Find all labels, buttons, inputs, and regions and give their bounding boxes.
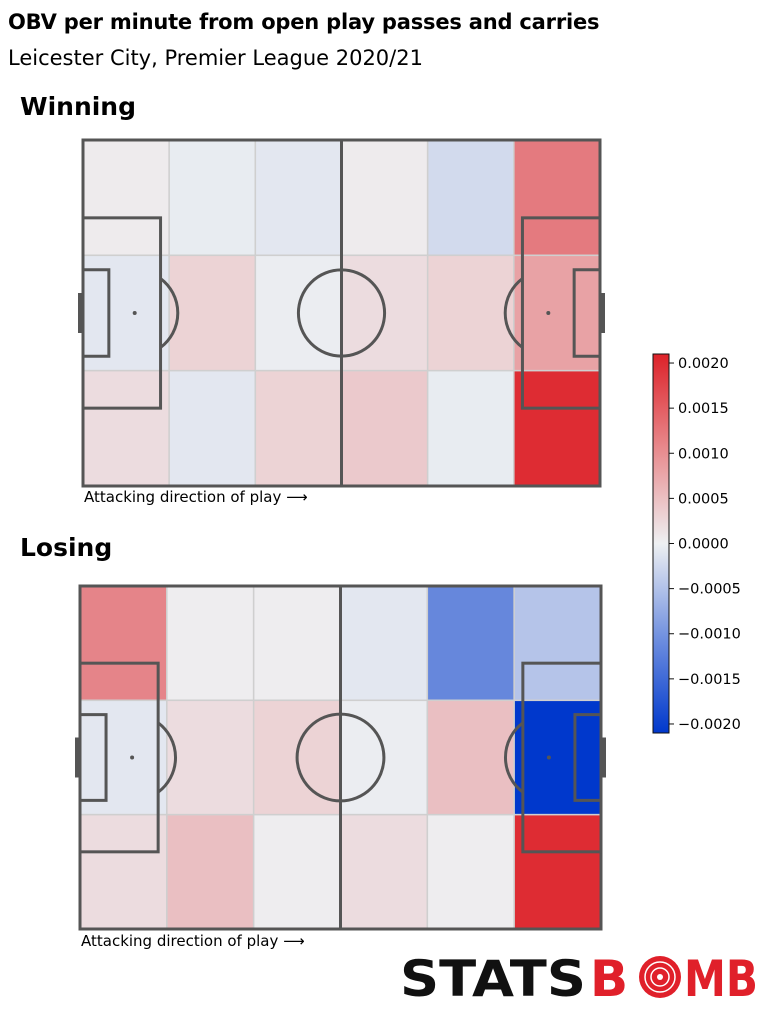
centre-circle	[296, 268, 387, 358]
heatmap-cell	[340, 369, 429, 487]
heatmap-cell	[252, 585, 342, 702]
goal	[75, 737, 80, 778]
heatmap-cell	[426, 139, 515, 257]
pitch-losing	[75, 584, 606, 931]
statsbomb-logo: STATS B MB	[400, 950, 758, 1008]
penalty-spot	[132, 311, 137, 315]
chart-subtitle: Leicester City, Premier League 2020/21	[8, 46, 423, 70]
heatmap-cell	[340, 139, 429, 257]
direction-label-winning: Attacking direction of play ⟶	[84, 488, 308, 506]
svg-text:MB: MB	[684, 950, 758, 1008]
colorbar-gradient	[652, 353, 670, 734]
goal	[78, 293, 83, 333]
colorbar-tick-label: −0.0020	[678, 717, 741, 733]
goal	[601, 737, 606, 778]
heatmap-cell	[254, 369, 343, 487]
chart-title: OBV per minute from open play passes and…	[8, 10, 600, 34]
heatmap-cell	[426, 254, 515, 372]
heatmap-cell	[252, 813, 342, 930]
heatmap-cell	[82, 369, 170, 487]
heatmap-cell	[82, 254, 170, 372]
centre-circle	[295, 712, 386, 803]
penalty-spot	[546, 311, 551, 315]
heatmap-cell	[513, 813, 602, 930]
colorbar: 0.0020 0.0015 0.0010 0.0005 0.0000 −0.0005 −0.…	[652, 353, 741, 734]
pitch-winning	[78, 138, 605, 488]
heatmap-cell	[79, 585, 168, 702]
direction-label-losing: Attacking direction of play ⟶	[81, 932, 305, 950]
goal	[600, 293, 605, 333]
panel-title-winning: Winning	[20, 92, 137, 121]
heatmap-cell	[426, 585, 515, 702]
heatmap-cell	[168, 254, 257, 372]
panel-title-losing: Losing	[20, 533, 113, 562]
heatmap-cell	[513, 139, 601, 257]
penalty-arc	[159, 277, 180, 349]
penalty-spot	[130, 755, 135, 760]
colorbar-tick-label: −0.0005	[678, 582, 741, 598]
heatmap-cell	[168, 139, 257, 257]
heatmap-cell	[513, 699, 602, 816]
heatmap-cell	[166, 813, 255, 930]
heatmap-cell	[166, 585, 255, 702]
heatmap-cell	[166, 699, 255, 816]
colorbar-tick-label: −0.0015	[678, 672, 741, 688]
heatmap-cell	[426, 699, 515, 816]
colorbar-tick-label: 0.0015	[678, 401, 729, 417]
heatmap-cell	[339, 813, 429, 930]
colorbar-tick-label: 0.0005	[678, 491, 729, 507]
heatmap-cell	[513, 254, 601, 372]
heatmap-cell	[513, 585, 602, 702]
heatmap-cell	[254, 139, 343, 257]
colorbar-tick-label: 0.0020	[678, 356, 729, 372]
penalty-arc	[157, 721, 177, 794]
heatmap-cell	[513, 369, 601, 487]
heatmap-cell	[79, 699, 168, 816]
colorbar-tick-label: 0.0000	[678, 537, 729, 553]
svg-text:B: B	[590, 950, 628, 1008]
svg-text:STATS: STATS	[400, 950, 586, 1008]
heatmap-cell	[426, 813, 515, 930]
heatmap-cell	[82, 139, 170, 257]
penalty-arc	[504, 721, 524, 794]
colorbar-tick-label: 0.0010	[678, 446, 729, 462]
colorbar-tick-label: −0.0010	[678, 627, 741, 643]
heatmap-cell	[426, 369, 515, 487]
penalty-arc	[503, 277, 524, 349]
penalty-spot	[546, 755, 551, 760]
heatmap-cell	[168, 369, 257, 487]
heatmap-cell	[79, 813, 168, 930]
heatmap-cell	[339, 585, 429, 702]
